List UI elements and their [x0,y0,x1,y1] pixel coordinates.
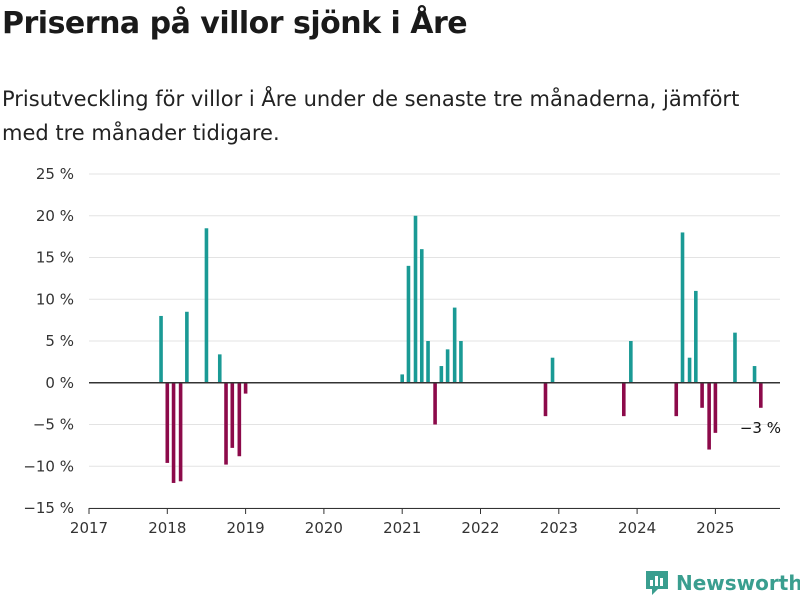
bar [680,232,685,383]
bar [439,366,444,383]
bar [406,265,411,383]
bar [550,357,555,383]
bar [707,382,711,450]
newsworthy-logo: Newsworthy [644,568,800,598]
y-tick-label: −10 % [23,457,74,475]
bar [185,311,189,383]
y-tick-label: 5 % [45,332,74,350]
x-tick-label: 2025 [696,519,734,537]
y-tick-label: 0 % [45,374,74,392]
bar [224,382,228,465]
bars [159,215,763,483]
bar [445,349,450,383]
bar [543,382,548,417]
bar [674,382,679,417]
bar [243,382,248,394]
brand-name: Newsworthy [676,571,800,595]
y-tick-labels: −15 % −10 % −5 % 0 % 5 % 10 % 15 % 20 % 25 % [23,165,74,517]
y-tick-label: 25 % [36,165,74,183]
grid-lines [89,173,780,509]
chart-title: Priserna på villor sjönk i Åre [2,6,468,41]
x-tick-label: 2022 [461,519,499,537]
bar [459,341,463,383]
bar [159,315,163,383]
bar [713,382,718,433]
x-ticks: 2017 2018 2019 2020 2021 2022 2023 2024 2025 [70,508,734,537]
bar-chart-logo-icon [646,571,668,595]
chart-subtitle: Prisutveckling för villor i Åre under de… [2,87,740,145]
x-tick-label: 2020 [305,519,343,537]
bar [178,382,183,482]
bar [694,290,698,383]
x-tick-label: 2017 [70,519,108,537]
bar [621,382,626,417]
bar [204,228,209,383]
bar [419,249,424,383]
bar [171,382,176,483]
bar [733,332,737,383]
bar [413,215,418,383]
bar [700,382,704,408]
bar [426,341,430,383]
bar [629,341,633,383]
y-tick-label: 15 % [36,249,74,267]
bar [687,357,692,383]
y-tick-label: 20 % [36,207,74,225]
x-tick-label: 2023 [540,519,578,537]
bar [165,382,170,463]
x-tick-label: 2021 [383,519,421,537]
bar [752,366,757,383]
bar [452,307,457,383]
bar [433,382,437,425]
x-tick-label: 2024 [618,519,656,537]
y-tick-label: −15 % [23,499,74,517]
bar [217,354,222,383]
y-tick-label: 10 % [36,290,74,308]
annotation-label: −3 % [740,419,781,437]
bar [230,382,235,448]
bar [400,374,404,383]
bar [237,382,242,457]
bar [759,382,763,408]
x-tick-label: 2019 [227,519,265,537]
x-tick-label: 2018 [148,519,186,537]
y-tick-label: −5 % [33,416,74,434]
